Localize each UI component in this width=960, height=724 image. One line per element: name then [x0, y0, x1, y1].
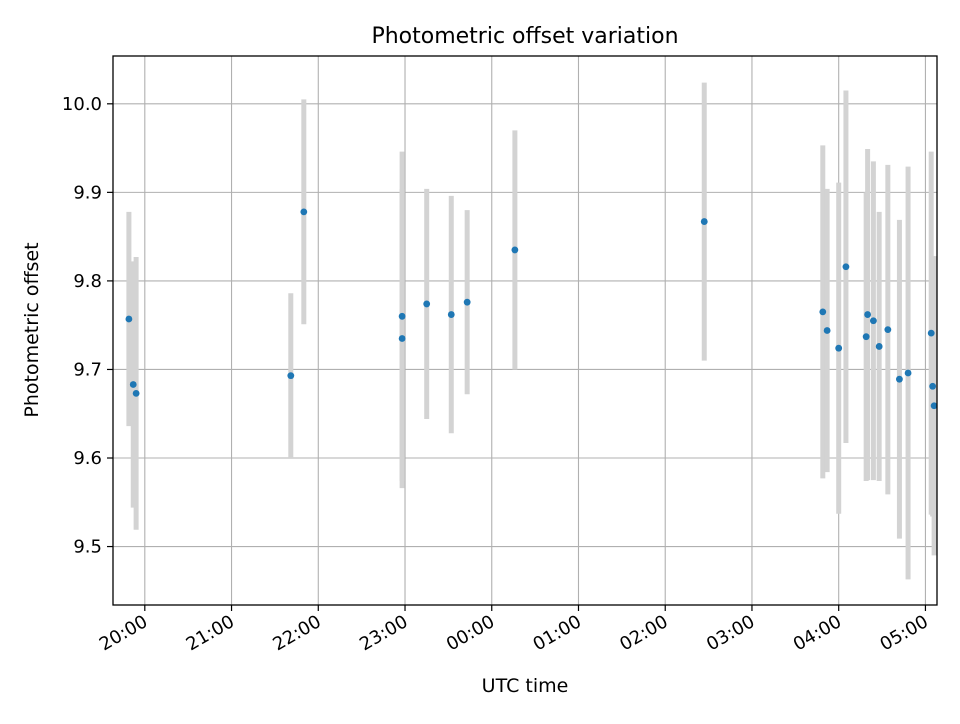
y-tick-label: 9.8	[73, 271, 102, 292]
data-point	[463, 298, 471, 306]
errorbar-layer	[126, 82, 937, 580]
x-tick-label: 00:00	[443, 611, 498, 655]
data-point	[398, 335, 406, 342]
x-tick-label: 02:00	[616, 611, 671, 655]
data-point	[819, 308, 827, 316]
x-tick-label: 20:00	[96, 611, 151, 655]
x-axis-label: UTC time	[482, 675, 569, 697]
data-point	[869, 317, 877, 325]
x-tick-label: 01:00	[530, 611, 585, 655]
data-point	[884, 326, 892, 334]
grid-layer	[113, 56, 937, 605]
data-point	[835, 344, 843, 352]
x-tick-label: 21:00	[183, 611, 238, 655]
x-tick-label: 23:00	[356, 611, 411, 655]
y-tick-label: 10.0	[62, 94, 102, 115]
y-tick-label: 9.9	[73, 182, 102, 203]
data-point	[700, 218, 708, 225]
data-point	[929, 382, 937, 390]
data-point	[129, 381, 137, 388]
data-point	[132, 389, 140, 397]
data-point	[875, 343, 883, 350]
data-point	[823, 327, 831, 334]
plot-frame	[112, 55, 938, 606]
data-point	[125, 315, 133, 323]
data-point	[862, 333, 870, 341]
point-layer	[125, 208, 938, 410]
data-point	[447, 311, 455, 318]
data-point	[287, 372, 295, 380]
data-point	[930, 402, 938, 410]
data-point	[927, 329, 935, 337]
x-tick-label: 22:00	[269, 611, 324, 655]
data-point	[398, 312, 406, 320]
y-axis-label: Photometric offset	[21, 242, 43, 417]
x-tick-label: 05:00	[877, 611, 932, 655]
y-tick-label: 9.5	[73, 537, 102, 558]
x-tick-label: 03:00	[703, 611, 758, 655]
data-point	[423, 300, 431, 308]
y-tick-label: 9.7	[73, 359, 102, 380]
data-point	[864, 311, 872, 318]
tick-layer: 20:00 21:00 22:00 23:00 00:00 01:00 02:00 03:00…	[62, 94, 932, 655]
data-point	[842, 263, 850, 271]
data-point	[896, 375, 903, 383]
data-point	[904, 369, 912, 377]
chart-title: Photometric offset variation	[371, 24, 678, 49]
data-point	[300, 208, 308, 216]
data-point	[511, 246, 519, 254]
x-tick-label: 04:00	[790, 611, 845, 655]
y-tick-label: 9.6	[73, 448, 102, 469]
